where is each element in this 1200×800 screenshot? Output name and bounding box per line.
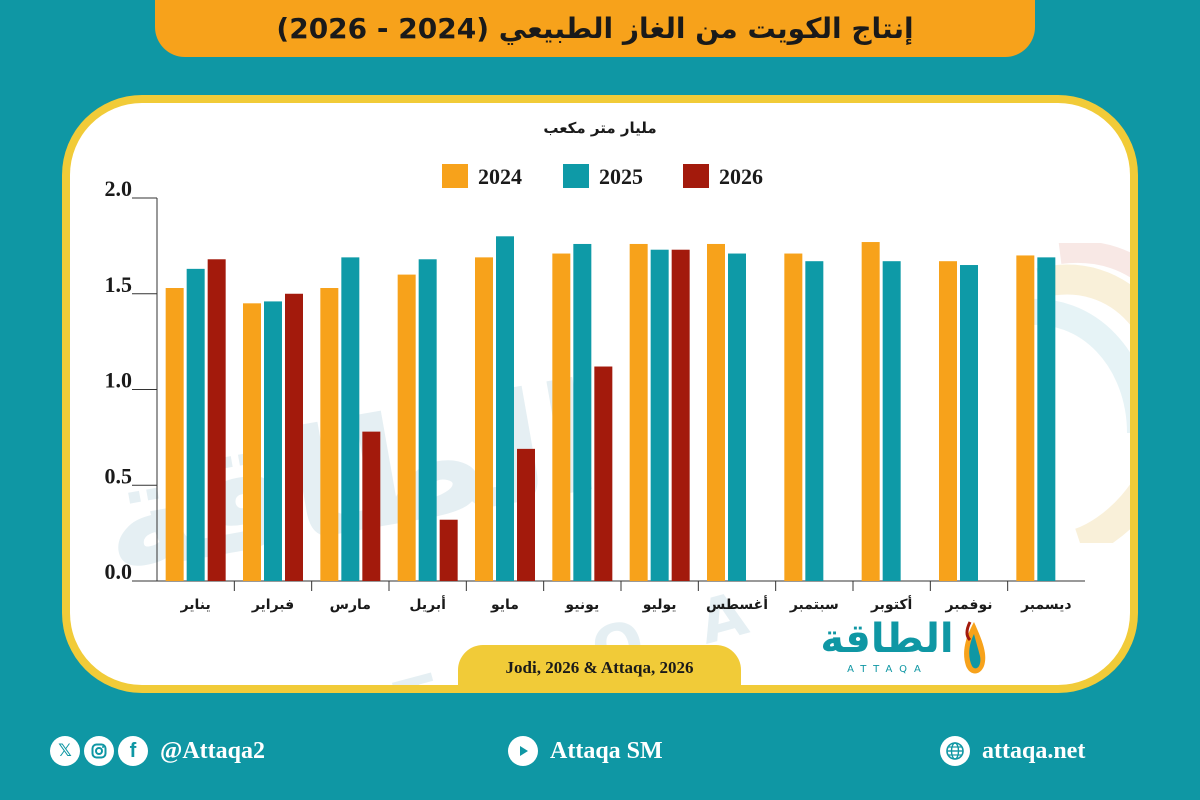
x-tick-label: مارس [330, 597, 371, 613]
attaqa-logo[interactable]: الطاقة ATTAQA [812, 616, 992, 682]
brand-arabic: الطاقة [820, 616, 954, 662]
youtube-label: Attaqa SM [550, 737, 663, 764]
globe-icon [940, 736, 970, 766]
bar-2026-5 [517, 448, 535, 581]
y-tick-label: 2.0 [105, 176, 133, 201]
social-links: 𝕏 f @Attaqa2 [50, 736, 265, 766]
x-tick-label: يناير [180, 597, 211, 613]
source-label: Jodi, 2026 & Attaqa, 2026 [458, 645, 741, 690]
y-tick-label: 1.0 [105, 368, 133, 393]
bar-2024-10 [861, 242, 880, 582]
bar-2025-8 [728, 253, 746, 581]
bar-2025-6 [573, 243, 592, 581]
social-handle[interactable]: @Attaqa2 [160, 737, 265, 764]
x-tick-label: سبتمبر [789, 597, 839, 613]
instagram-icon[interactable] [84, 736, 114, 766]
x-tick-label: يوليو [642, 597, 677, 613]
bar-2026-1 [207, 259, 226, 581]
legend-label-2025: 2025 [599, 164, 643, 189]
bar-2024-11 [939, 261, 957, 581]
legend-swatch-2024 [442, 164, 468, 188]
bar-2025-1 [186, 268, 205, 581]
bar-2025-11 [960, 265, 978, 581]
chart-title: إنتاج الكويت من الغاز الطبيعي (2024 - 20… [276, 12, 914, 45]
bar-2024-4 [397, 274, 416, 581]
bar-2025-3 [341, 257, 360, 581]
bar-2024-6 [552, 253, 571, 581]
bar-2024-12 [1016, 255, 1035, 581]
bar-2025-12 [1037, 257, 1056, 581]
bar-2024-9 [784, 253, 803, 581]
x-tick-label: مايو [490, 597, 519, 613]
bar-2024-3 [320, 288, 339, 581]
website-link[interactable]: attaqa.net [940, 736, 1085, 766]
bar-2026-3 [362, 431, 381, 581]
x-tick-label: ديسمبر [1020, 597, 1072, 613]
bar-2026-7 [671, 249, 690, 581]
legend-swatch-2026 [683, 164, 709, 188]
footer: 𝕏 f @Attaqa2 Attaqa SM attaqa.net [0, 730, 1200, 780]
bar-2024-7 [629, 243, 648, 581]
bar-2024-2 [243, 303, 261, 581]
brand-english: ATTAQA [847, 664, 928, 675]
bar-2024-1 [165, 288, 184, 581]
bar-2025-9 [805, 261, 824, 581]
legend-swatch-2025 [563, 164, 589, 188]
bar-2026-6 [594, 366, 613, 581]
y-tick-label: 0.0 [105, 559, 133, 584]
bar-2025-5 [496, 236, 514, 582]
bar-2025-10 [882, 261, 901, 581]
title-bar: إنتاج الكويت من الغاز الطبيعي (2024 - 20… [155, 0, 1035, 57]
bar-2025-7 [650, 249, 669, 581]
bar-2024-8 [707, 243, 725, 581]
bar-2024-5 [475, 257, 493, 581]
youtube-link[interactable]: Attaqa SM [508, 736, 663, 766]
energy-drop-icon [964, 621, 986, 674]
bar-2026-2 [285, 293, 303, 581]
bar-2025-4 [418, 259, 437, 581]
youtube-icon [508, 736, 538, 766]
y-tick-label: 1.5 [105, 272, 133, 297]
bar-2026-4 [439, 519, 458, 581]
x-tick-label: يونيو [564, 597, 599, 613]
x-tick-label: أكتوبر [870, 595, 912, 613]
legend-label-2026: 2026 [719, 164, 763, 189]
x-tick-label: نوفمبر [944, 597, 992, 613]
x-tick-label: فبراير [251, 597, 294, 613]
x-tick-label: أبريل [409, 595, 446, 613]
website-url: attaqa.net [982, 737, 1086, 764]
x-tick-label: أغسطس [706, 595, 768, 613]
facebook-icon[interactable]: f [118, 736, 148, 766]
unit-label: مليار متر مكعب [543, 119, 656, 137]
x-icon[interactable]: 𝕏 [50, 736, 80, 766]
bar-2025-2 [264, 301, 282, 581]
y-tick-label: 0.5 [105, 463, 133, 488]
legend-label-2024: 2024 [478, 164, 522, 189]
